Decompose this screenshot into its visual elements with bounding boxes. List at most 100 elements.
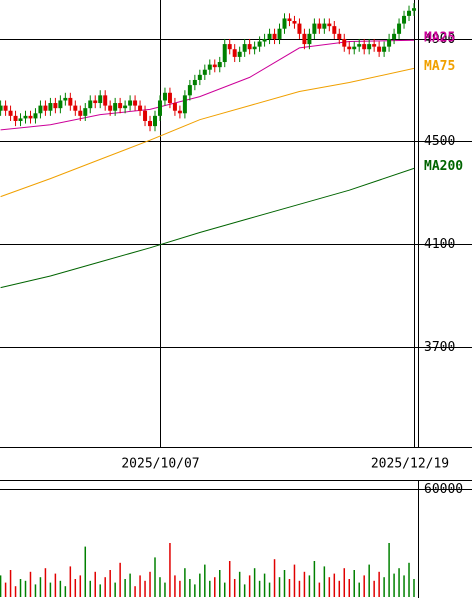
candle-body — [133, 100, 138, 106]
candle-body — [237, 51, 242, 57]
candle-body — [197, 74, 202, 80]
volume-bar — [49, 582, 52, 597]
volume-bar — [253, 568, 256, 597]
volume-bar — [179, 580, 181, 597]
candle-body — [48, 103, 53, 111]
volume-bar — [298, 580, 301, 597]
candle-body — [177, 110, 182, 114]
candle-body — [93, 100, 98, 104]
volume-bar — [328, 577, 331, 597]
volume-bar — [263, 573, 266, 597]
candle-body — [257, 41, 262, 47]
candle-body — [277, 28, 282, 39]
candle-body — [317, 23, 322, 29]
volume-bar — [0, 575, 2, 597]
candle-body — [217, 62, 222, 68]
volume-bar — [69, 566, 72, 597]
candle-body — [327, 23, 332, 27]
volume-bar — [4, 582, 7, 597]
candle-body — [23, 115, 28, 119]
candle-body — [138, 105, 143, 111]
candle-body — [167, 92, 172, 104]
candle-body — [387, 38, 392, 47]
candle-body — [157, 100, 162, 116]
candle-body — [207, 64, 212, 70]
volume-bar — [74, 579, 77, 597]
candle-body — [43, 105, 48, 111]
volume-bar — [14, 586, 17, 597]
candle-body — [362, 44, 367, 50]
candle-body — [342, 38, 347, 47]
volume-bar — [199, 573, 201, 597]
candle-body — [402, 15, 407, 24]
volume-bar — [24, 580, 27, 597]
candle-body — [28, 115, 33, 119]
volume-bar — [64, 586, 67, 597]
candle-body — [123, 105, 128, 109]
candle-body — [232, 49, 237, 57]
volume-bar — [84, 546, 87, 597]
candle-body — [397, 23, 402, 34]
candle-body — [252, 46, 257, 50]
volume-bar — [59, 580, 62, 597]
volume-bar — [94, 571, 96, 597]
volume-bar — [154, 557, 156, 597]
volume-bar — [119, 562, 121, 597]
volume-bar — [189, 579, 191, 597]
y-tick-label: 4500 — [424, 134, 455, 149]
candle-body — [53, 103, 58, 109]
volume-bar — [89, 580, 92, 597]
candle-body — [307, 33, 312, 45]
volume-bar — [39, 577, 42, 597]
candle-body — [38, 105, 43, 114]
candle-body — [407, 10, 412, 16]
candle-body — [282, 18, 287, 29]
volume-bar — [403, 575, 405, 597]
volume-bar — [164, 582, 166, 597]
ma-line — [0, 167, 415, 289]
candle-body — [347, 46, 352, 50]
volume-bar — [219, 570, 221, 597]
y-tick-label: 60000 — [424, 482, 463, 497]
candle-body — [297, 23, 302, 34]
volume-bar — [233, 579, 236, 597]
candle-body — [98, 95, 103, 104]
volume-bar — [9, 570, 12, 597]
volume-bar — [258, 580, 261, 597]
candle-body — [153, 115, 158, 127]
volume-bar — [283, 570, 286, 597]
volume-bar — [393, 573, 395, 597]
candle-body — [128, 100, 133, 106]
volume-bar — [228, 561, 231, 597]
candle-body — [172, 103, 177, 111]
volume-bar — [313, 561, 316, 597]
volume-bar — [159, 577, 161, 597]
x-tick-label: 2025/12/19 — [371, 457, 449, 472]
volume-bar — [348, 579, 351, 597]
candle-body — [322, 23, 327, 29]
volume-bar — [79, 575, 82, 597]
candle-body — [58, 100, 63, 109]
volume-bar — [338, 580, 341, 597]
volume-bar — [373, 580, 375, 597]
candle-body — [3, 105, 8, 111]
volume-bar — [383, 577, 385, 597]
volume-bar — [273, 559, 276, 597]
volume-bar — [44, 568, 47, 597]
volume-bar — [99, 584, 101, 597]
candle-body — [118, 103, 123, 109]
candle-body — [247, 44, 252, 50]
candle-body — [88, 100, 93, 109]
candle-body — [287, 18, 292, 22]
volume-bar — [149, 571, 151, 597]
volume-bar — [194, 584, 196, 597]
candle-body — [382, 46, 387, 52]
volume-bar — [398, 568, 400, 597]
candle-body — [337, 33, 342, 39]
candle-body — [143, 110, 148, 121]
candle-body — [103, 95, 108, 106]
candle-body — [33, 113, 38, 119]
volume-bar — [209, 580, 211, 597]
candle-body — [68, 97, 73, 106]
